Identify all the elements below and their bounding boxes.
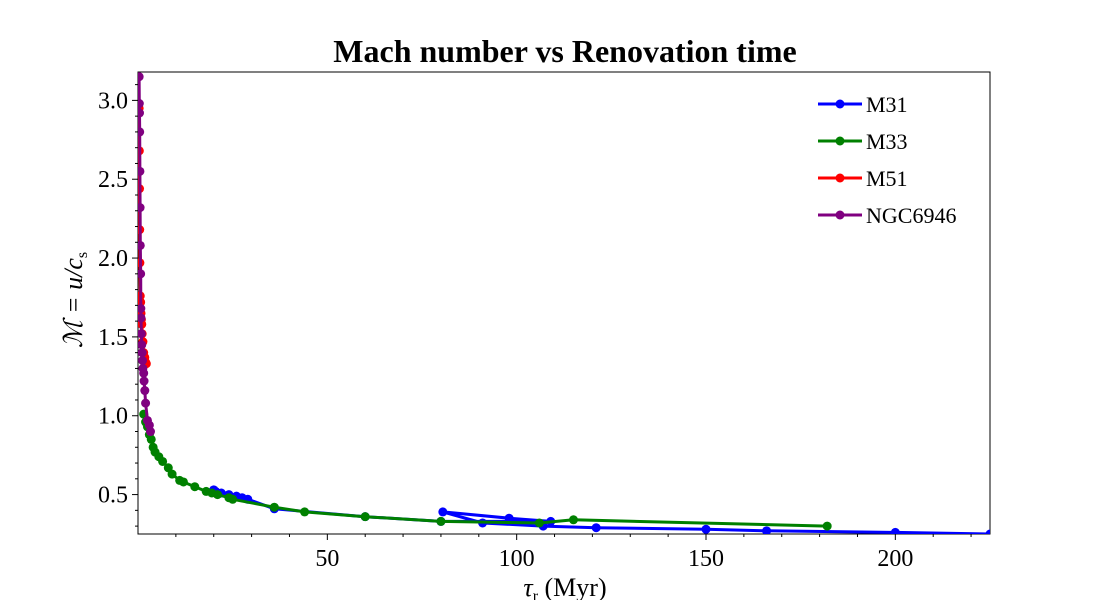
plot-area (137, 71, 991, 535)
data-point-ngc6946 (138, 240, 145, 250)
data-point-ngc6946 (138, 203, 145, 213)
series-line-m33 (142, 413, 828, 528)
data-point-ngc6946 (138, 313, 146, 323)
data-point-ngc6946 (138, 108, 145, 118)
x-tick-label: 200 (877, 546, 913, 572)
data-point-ngc6946 (138, 269, 146, 279)
y-tick-label: 2.0 (98, 246, 128, 272)
data-point-m33 (163, 463, 173, 473)
data-point-ngc6946 (138, 329, 146, 339)
y-tick-label: 0.5 (98, 483, 128, 509)
data-point-m31 (985, 529, 990, 534)
data-point-m33 (201, 486, 211, 496)
data-point-ngc6946 (138, 166, 145, 176)
x-tick-label: 100 (499, 546, 535, 572)
legend-marker-m31 (835, 99, 845, 109)
data-point-m33 (190, 482, 200, 492)
data-point-m33 (269, 502, 279, 512)
y-tick-label: 1.5 (98, 325, 128, 351)
data-point-ngc6946 (138, 340, 147, 350)
data-point-m33 (224, 493, 234, 503)
y-axis-label: ℳ = u/cs (59, 252, 91, 348)
legend-label-m51: M51 (866, 166, 908, 191)
data-point-m31 (438, 507, 448, 517)
data-point-m33 (175, 475, 185, 485)
legend-label-m31: M31 (866, 92, 908, 117)
series-group (138, 72, 990, 534)
data-point-m33 (148, 442, 158, 452)
data-point-ngc6946 (141, 398, 151, 408)
data-point-ngc6946 (139, 376, 149, 386)
x-axis-label: τr (Myr) (523, 573, 606, 600)
data-point-ngc6946 (138, 304, 146, 314)
y-axis-ticks: 0.5 1.0 1.5 2.0 2.5 3.0 (98, 84, 138, 527)
data-point-ngc6946 (138, 99, 144, 109)
data-point-m31 (701, 524, 711, 534)
data-point-ngc6946 (138, 356, 148, 366)
legend-label-ngc6946: NGC6946 (866, 203, 956, 228)
x-tick-label: 150 (688, 546, 724, 572)
series-m33 (139, 409, 832, 531)
x-tick-label: 50 (315, 546, 339, 572)
data-point-m33 (300, 507, 310, 517)
data-point-ngc6946 (138, 348, 147, 358)
y-tick-label: 2.5 (98, 167, 128, 193)
data-point-ngc6946 (138, 72, 144, 82)
x-axis-ticks: 50 100 150 200 (175, 534, 972, 572)
plot-frame (137, 71, 991, 535)
data-point-m31 (762, 526, 772, 534)
legend: M31 M33 M51 NGC6946 (818, 92, 956, 228)
data-point-ngc6946 (139, 368, 149, 378)
data-point-m33 (534, 518, 544, 528)
series-line-ngc6946 (138, 76, 152, 432)
data-point-m33 (822, 521, 832, 531)
legend-label-m33: M33 (866, 129, 908, 154)
data-point-m33 (360, 512, 370, 522)
series-m31 (209, 485, 990, 534)
data-point-m31 (504, 513, 514, 523)
y-tick-label: 3.0 (98, 88, 128, 114)
data-point-m33 (568, 515, 578, 525)
chart-title: Mach number vs Renovation time (333, 33, 796, 69)
data-point-m31 (591, 523, 601, 533)
legend-marker-m33 (835, 136, 845, 146)
legend-marker-m51 (835, 173, 845, 183)
data-point-m31 (890, 527, 900, 534)
data-point-ngc6946 (138, 127, 145, 137)
series-line-m31 (212, 488, 990, 534)
data-point-ngc6946 (140, 386, 150, 396)
data-point-m33 (436, 516, 446, 526)
series-ngc6946 (138, 72, 155, 437)
legend-marker-ngc6946 (835, 210, 845, 220)
y-tick-label: 1.0 (98, 404, 128, 430)
data-point-ngc6946 (145, 427, 155, 437)
